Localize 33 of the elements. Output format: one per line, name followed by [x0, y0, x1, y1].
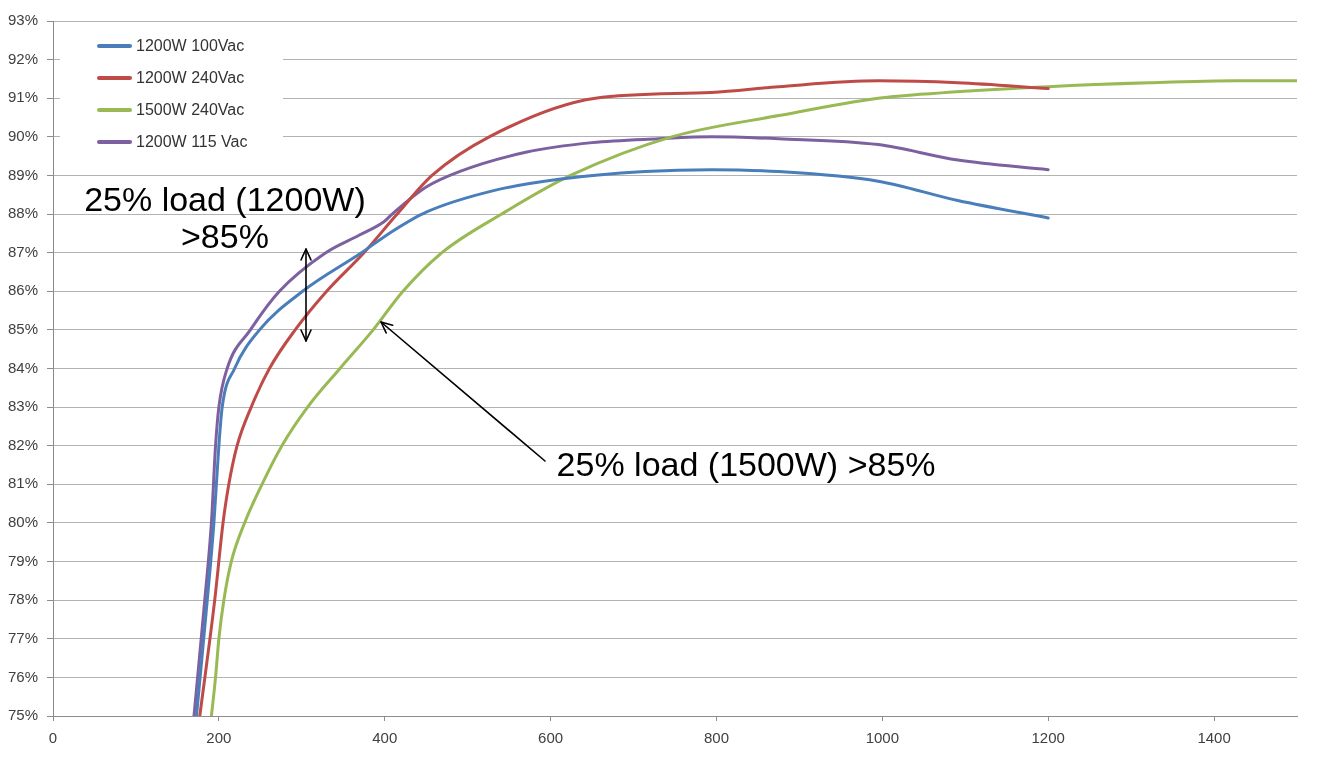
x-tick-label: 600: [538, 729, 564, 747]
x-tick-label: 400: [372, 729, 398, 747]
x-tick-label: 0: [48, 729, 58, 747]
annotation: 25% load (1200W) >85%: [84, 179, 366, 255]
y-tick-label: 87%: [7, 242, 38, 260]
y-tick-label: 83%: [7, 397, 38, 415]
y-tick-label: 85%: [7, 320, 38, 338]
y-tick-label: 92%: [7, 49, 38, 67]
y-tick-label: 76%: [7, 667, 38, 685]
y-tick-label: 91%: [7, 88, 38, 106]
y-tick-label: 88%: [7, 204, 38, 222]
y-tick-label: 79%: [7, 551, 38, 569]
legend-label: 1200W 240Vac: [136, 69, 245, 87]
x-tick-label: 1200: [1031, 729, 1065, 747]
legend-label: 1200W 115 Vac: [136, 133, 248, 151]
legend-label: 1500W 240Vac: [136, 101, 245, 119]
y-tick-label: 86%: [7, 281, 38, 299]
annotation: 25% load (1500W) >85%: [556, 444, 936, 483]
legend-label: 1200W 100Vac: [136, 37, 245, 55]
y-tick-label: 80%: [7, 513, 38, 531]
x-tick-label: 800: [703, 729, 729, 747]
y-tick-label: 93%: [7, 11, 38, 29]
y-tick-label: 90%: [7, 126, 38, 144]
y-tick-label: 81%: [7, 474, 38, 492]
x-tick-label: 1000: [865, 729, 900, 747]
y-tick-label: 89%: [7, 165, 38, 183]
y-tick-label: 82%: [7, 435, 38, 453]
y-tick-label: 78%: [7, 590, 38, 608]
y-tick-label: 84%: [7, 358, 38, 376]
y-tick-label: 75%: [7, 706, 38, 724]
x-tick-label: 200: [206, 729, 232, 747]
y-tick-label: 77%: [7, 628, 38, 646]
x-tick-label: 1400: [1197, 729, 1231, 747]
